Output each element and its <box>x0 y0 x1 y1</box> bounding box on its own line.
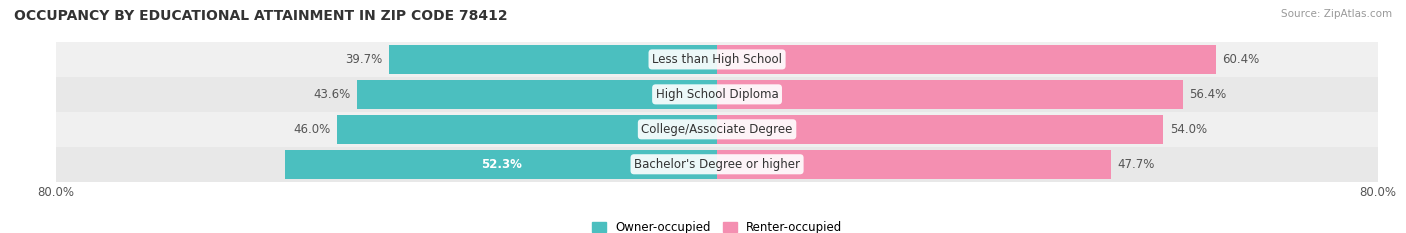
Bar <box>337 115 717 144</box>
Bar <box>717 115 1163 144</box>
Text: OCCUPANCY BY EDUCATIONAL ATTAINMENT IN ZIP CODE 78412: OCCUPANCY BY EDUCATIONAL ATTAINMENT IN Z… <box>14 9 508 23</box>
Text: 60.4%: 60.4% <box>1223 53 1260 66</box>
Bar <box>357 80 717 109</box>
Bar <box>285 150 717 179</box>
Text: 47.7%: 47.7% <box>1118 158 1156 171</box>
Bar <box>56 112 1378 147</box>
Text: 54.0%: 54.0% <box>1170 123 1206 136</box>
Text: 46.0%: 46.0% <box>294 123 330 136</box>
Bar <box>56 42 1378 77</box>
Bar <box>717 80 1182 109</box>
Text: Less than High School: Less than High School <box>652 53 782 66</box>
Text: Source: ZipAtlas.com: Source: ZipAtlas.com <box>1281 9 1392 19</box>
Bar <box>389 45 717 74</box>
Text: 56.4%: 56.4% <box>1189 88 1227 101</box>
Text: College/Associate Degree: College/Associate Degree <box>641 123 793 136</box>
Bar <box>56 147 1378 182</box>
Legend: Owner-occupied, Renter-occupied: Owner-occupied, Renter-occupied <box>586 216 848 233</box>
Bar <box>56 77 1378 112</box>
Text: 43.6%: 43.6% <box>314 88 350 101</box>
Bar <box>717 150 1111 179</box>
Text: 39.7%: 39.7% <box>346 53 382 66</box>
Bar <box>717 45 1216 74</box>
Text: High School Diploma: High School Diploma <box>655 88 779 101</box>
Text: Bachelor's Degree or higher: Bachelor's Degree or higher <box>634 158 800 171</box>
Text: 52.3%: 52.3% <box>481 158 522 171</box>
